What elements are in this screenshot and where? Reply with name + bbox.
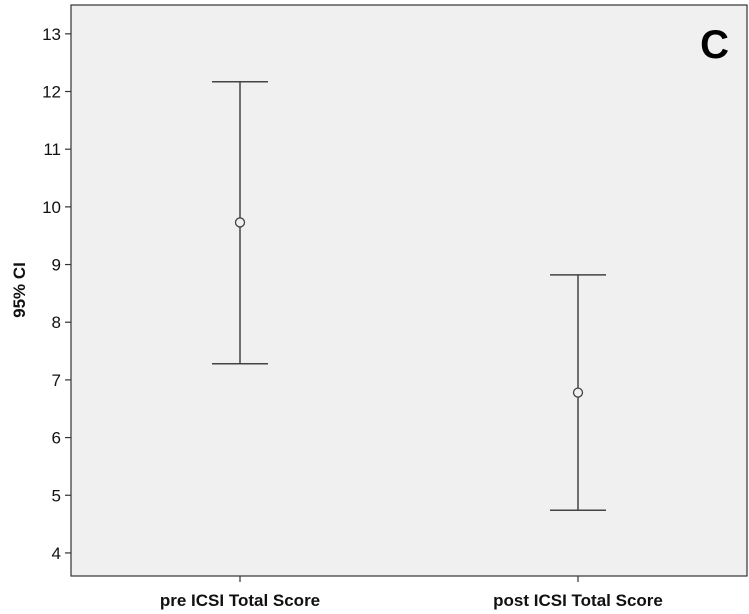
mean-marker bbox=[572, 387, 584, 398]
x-category-label: pre ICSI Total Score bbox=[160, 591, 320, 610]
y-tick-label: 8 bbox=[52, 313, 61, 332]
y-tick-label: 4 bbox=[52, 544, 61, 563]
mean-marker bbox=[234, 217, 246, 228]
error-bars bbox=[212, 80, 606, 511]
y-tick-label: 10 bbox=[42, 198, 61, 217]
x-category-label: post ICSI Total Score bbox=[493, 591, 663, 610]
y-axis: 4 5 6 7 8 9 10 11 12 13 bbox=[42, 25, 71, 563]
y-tick-label: 12 bbox=[42, 83, 61, 102]
y-tick-label: 5 bbox=[52, 486, 61, 505]
panel-label: C bbox=[700, 23, 729, 67]
y-axis-title: 95% CI bbox=[10, 262, 29, 318]
y-tick-label: 11 bbox=[43, 140, 61, 159]
y-tick-label: 6 bbox=[52, 429, 61, 448]
x-axis: pre ICSI Total Score post ICSI Total Scor… bbox=[160, 576, 663, 610]
plot-background bbox=[70, 4, 748, 577]
y-tick-label: 9 bbox=[52, 256, 61, 275]
y-tick-label: 13 bbox=[42, 25, 61, 44]
y-tick-label: 7 bbox=[52, 371, 61, 390]
